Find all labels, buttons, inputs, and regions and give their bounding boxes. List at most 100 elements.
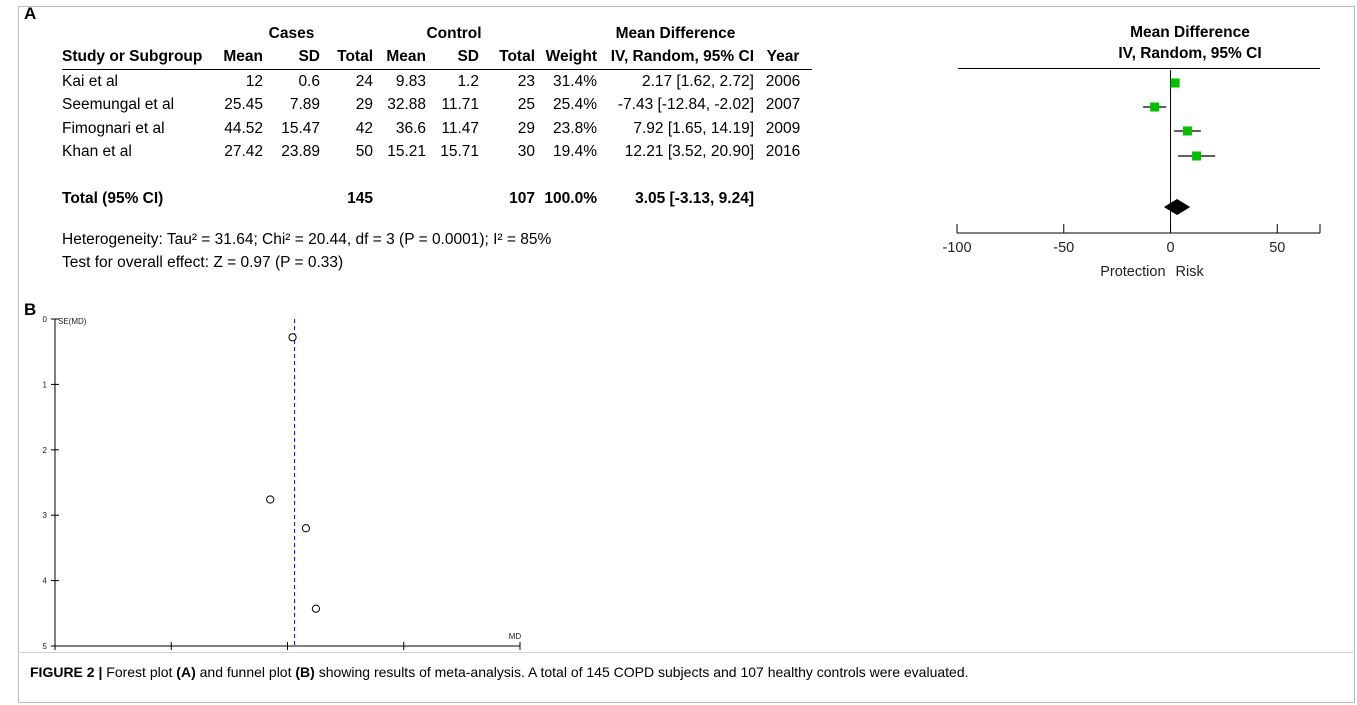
column-header: SD — [426, 45, 479, 70]
control-total: 25 — [517, 96, 535, 114]
forest-header-subtitle: IV, Random, 95% CI — [1118, 45, 1262, 62]
funnel-point — [288, 333, 297, 342]
x-tick-label: 50 — [1269, 240, 1285, 256]
weight: 19.4% — [553, 143, 597, 161]
y-axis-label: SE(MD) — [58, 317, 87, 326]
ci: -7.43 [-12.84, -2.02] — [617, 96, 754, 114]
control-sd: 1.2 — [457, 72, 479, 90]
cases-total: 42 — [355, 119, 373, 137]
control-mean: 9.83 — [395, 72, 426, 90]
cases-total: 24 — [355, 72, 373, 90]
panel-label-a: A — [24, 4, 37, 23]
weight: 25.4% — [553, 96, 597, 114]
study-marker — [1182, 126, 1192, 136]
x-axis-label: MD — [509, 632, 522, 641]
total-control: 107 — [509, 190, 535, 208]
y-tick-label: 2 — [43, 446, 48, 455]
control-mean: 32.88 — [387, 96, 426, 114]
caption-ref-b: (B) — [295, 664, 315, 680]
study-name: Fimognari et al — [62, 119, 165, 137]
column-header: Weight — [535, 45, 597, 70]
pooled-diamond — [1163, 199, 1191, 215]
year: 2009 — [765, 119, 801, 137]
caption-label: FIGURE 2 | — [30, 664, 103, 680]
ci: 2.17 [1.62, 2.72] — [641, 72, 754, 90]
caption-text: showing results of meta-analysis. A tota… — [314, 664, 969, 680]
study-name: Khan et al — [62, 143, 132, 161]
control-total: 29 — [517, 119, 535, 137]
x-tick-label: -100 — [942, 240, 971, 256]
overall-effect-text: Test for overall effect: Z = 0.97 (P = 0… — [62, 254, 344, 271]
cases-mean: 44.52 — [224, 119, 263, 137]
study-marker — [1192, 151, 1202, 161]
column-header: SD — [263, 45, 320, 70]
x-tick-label: -50 — [1053, 240, 1074, 256]
cases-header: Cases — [268, 24, 315, 42]
column-header: Year — [754, 45, 812, 70]
total-ci: 3.05 [-3.13, 9.24] — [635, 190, 754, 208]
table-row: Khan et al 27.42 23.89 50 15.21 15.71 30… — [62, 141, 812, 165]
column-header: Total — [320, 45, 373, 70]
figure-frame — [18, 6, 1355, 703]
study-marker — [1150, 102, 1160, 112]
funnel-point — [266, 495, 275, 504]
year: 2007 — [765, 96, 801, 114]
control-total: 30 — [517, 143, 535, 161]
control-header: Control — [426, 24, 482, 42]
caption-divider — [18, 652, 1355, 653]
forest-header-title: Mean Difference — [1130, 24, 1250, 41]
total-weight: 100.0% — [544, 190, 597, 208]
control-mean: 36.6 — [395, 119, 426, 137]
y-tick-label: 5 — [43, 642, 48, 650]
column-header-row: Study or Subgroup Mean SD Total Mean SD … — [62, 45, 812, 70]
control-mean: 15.21 — [387, 143, 426, 161]
year: 2006 — [765, 72, 801, 90]
cases-sd: 15.47 — [281, 119, 320, 137]
table-row: Kai et al 12 0.6 24 9.83 1.2 23 31.4% 2.… — [62, 70, 812, 94]
column-header: IV, Random, 95% CI — [597, 45, 754, 70]
direction-label-protection: Protection — [1100, 264, 1165, 280]
cases-total: 50 — [355, 143, 373, 161]
column-header: Mean — [210, 45, 263, 70]
forest-plot: -100 -50 0 50 Protection Risk — [942, 70, 1321, 280]
funnel-point — [301, 524, 311, 533]
y-tick-label: 0 — [43, 315, 48, 324]
group-header-row: Cases Control Mean Difference — [62, 22, 812, 46]
y-tick-label: 1 — [43, 380, 48, 389]
table-row: Fimognari et al 44.52 15.47 42 36.6 11.4… — [62, 117, 812, 141]
panel-label-b: B — [24, 300, 37, 319]
ci: 12.21 [3.52, 20.90] — [624, 143, 754, 161]
control-sd: 15.71 — [440, 143, 479, 161]
caption-text: and funnel plot — [195, 664, 296, 680]
column-header: Mean — [373, 45, 426, 70]
cases-mean: 12 — [245, 72, 263, 90]
total-row: Total (95% CI) 145 107 100.0% 3.05 [-3.1… — [62, 188, 812, 212]
column-header: Study or Subgroup — [62, 45, 210, 70]
year: 2016 — [765, 143, 801, 161]
total-cases: 145 — [347, 190, 373, 208]
control-total: 23 — [517, 72, 535, 90]
y-tick-label: 3 — [43, 511, 48, 520]
control-sd: 11.71 — [441, 96, 479, 114]
funnel-point — [311, 604, 320, 613]
caption-ref-a: (A) — [176, 664, 196, 680]
direction-label-risk: Risk — [1176, 264, 1205, 280]
weight: 31.4% — [553, 72, 597, 90]
ci: 7.92 [1.65, 14.19] — [633, 119, 754, 137]
study-marker — [1170, 78, 1180, 88]
weight: 23.8% — [553, 119, 597, 137]
cases-mean: 27.42 — [224, 143, 263, 161]
cases-mean: 25.45 — [224, 96, 263, 114]
column-header: Total — [479, 45, 535, 70]
study-name: Kai et al — [62, 72, 119, 90]
forest-table: Cases Control Mean Difference Study or S… — [62, 22, 812, 211]
control-sd: 11.47 — [441, 119, 479, 137]
total-label: Total (95% CI) — [62, 190, 164, 208]
x-tick-label: 0 — [1166, 240, 1174, 256]
caption-text: Forest plot — [102, 664, 177, 680]
study-name: Seemungal et al — [62, 96, 175, 114]
forest-header-rule — [958, 68, 1320, 69]
mean-difference-header: Mean Difference — [615, 24, 736, 42]
table-row: Seemungal et al 25.45 7.89 29 32.88 11.7… — [62, 94, 812, 118]
